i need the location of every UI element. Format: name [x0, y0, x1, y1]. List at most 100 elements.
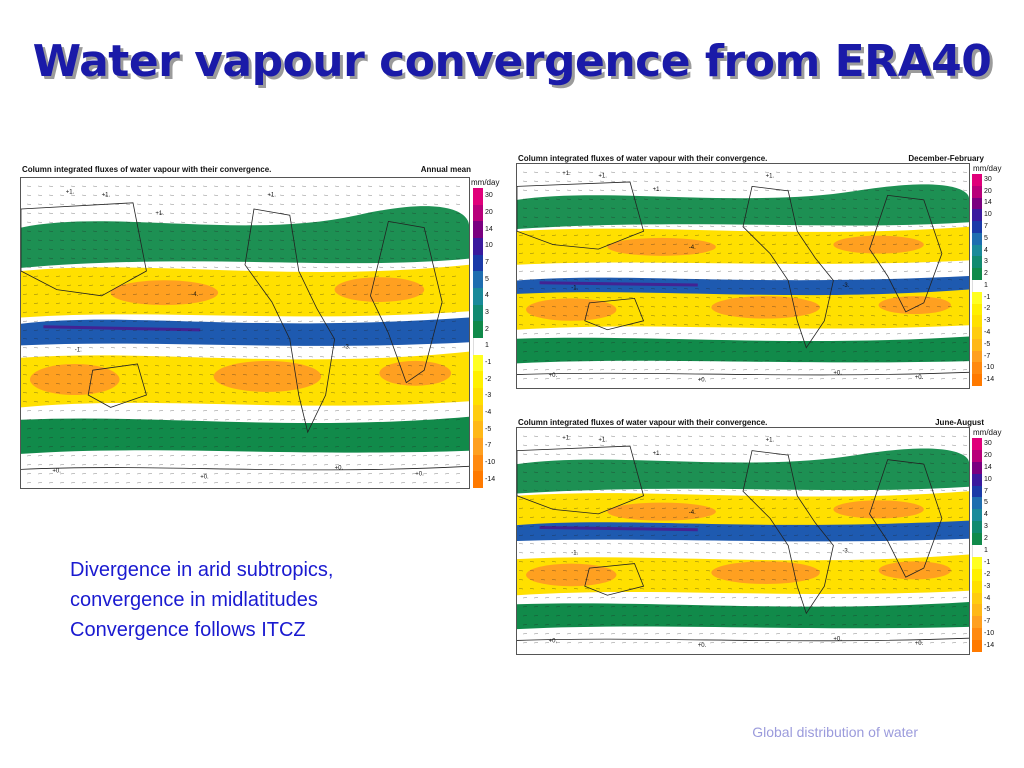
colorbar-swatch — [473, 388, 483, 406]
convergence-map-graphic: +1. +1. +1. +1. +0. +0. +0. -4. -3. -1. +0. — [21, 178, 469, 488]
colorbar-unit: mm/day — [973, 428, 1002, 437]
colorbar-swatch — [473, 421, 483, 439]
contour-label: +0. — [415, 472, 424, 478]
colorbar-tick-label: 30 — [485, 192, 493, 200]
colorbar-swatch — [972, 374, 982, 387]
colorbar-tick-label: -7 — [984, 352, 991, 360]
colorbar-tick-label: 1 — [984, 546, 988, 554]
contour-label: +1. — [598, 173, 607, 179]
colorbar-tick-label: 2 — [485, 325, 489, 333]
colorbar-tick-label: -2 — [984, 305, 991, 313]
contour-label: -4. — [689, 245, 696, 251]
colorbar-tick-label: -4 — [984, 329, 991, 336]
contour-label: +0. — [915, 375, 924, 381]
contour-label: -3. — [842, 548, 849, 554]
colorbar-swatch — [473, 354, 483, 372]
contour-label: +0. — [549, 373, 558, 379]
colorbar-tick-label: 3 — [984, 523, 988, 531]
colorbar-tick-label: 30 — [984, 439, 992, 447]
colorbar-swatch — [972, 485, 982, 498]
colorbar-swatch — [473, 471, 483, 489]
colorbar-swatch — [972, 174, 982, 187]
colorbar-swatch — [972, 640, 982, 653]
colorbar-swatch — [972, 473, 982, 487]
contour-label: +1. — [66, 190, 75, 196]
map-panel-december-february: Column integrated fluxes of water vapour… — [514, 150, 1008, 390]
colorbar-swatch — [972, 197, 982, 210]
contour-label: +0. — [915, 641, 924, 647]
colorbar-tick-label: 4 — [984, 511, 988, 519]
colorbar-tick-label: 10 — [984, 475, 992, 483]
colorbar-tick-label: -3 — [485, 392, 492, 400]
world-map: +1. +1. +1. +1. +0. +0. +0. -4. -3. -1. +0. — [516, 163, 970, 389]
colorbar-tick-label: -1 — [984, 558, 991, 566]
colorbar-swatch — [972, 268, 982, 281]
colorbar-tick-label: -2 — [984, 570, 991, 578]
colorbar-tick-label: 7 — [984, 223, 988, 230]
colorbar-swatch — [972, 449, 982, 463]
colorbar-swatch — [972, 244, 982, 257]
colorbar-tick-label: -14 — [485, 475, 496, 483]
colorbar-swatch — [972, 280, 983, 293]
colorbar-swatch — [972, 315, 982, 328]
contour-label: -1. — [571, 551, 578, 557]
colorbar-swatch — [972, 616, 982, 629]
colorbar-tick-label: 5 — [485, 275, 489, 283]
colorbar-swatch — [972, 545, 983, 558]
colorbar: 30 20 14 10 7 5 4 3 2 1 -1 -2 -3 -4 -5 -7 -10 -14 — [972, 438, 995, 653]
colorbar-tick-label: 5 — [984, 499, 988, 507]
colorbar-tick-label: -5 — [485, 425, 492, 433]
colorbar-tick-label: -2 — [485, 375, 492, 383]
colorbar-tick-label: 7 — [984, 487, 988, 495]
colorbar-tick-label: 20 — [984, 187, 992, 195]
colorbar-tick-label: -4 — [984, 594, 991, 602]
colorbar-swatch — [972, 628, 982, 641]
contour-label: +0. — [335, 465, 344, 471]
colorbar-swatch — [972, 303, 982, 316]
colorbar-swatch — [972, 580, 982, 594]
colorbar-swatch — [972, 256, 982, 269]
colorbar-swatch — [972, 350, 982, 363]
convergence-map-graphic: +1. +1. +1. +1. +0. +0. +0. -4. -3. -1. +0. — [517, 428, 969, 654]
contour-label: -4. — [191, 292, 198, 298]
colorbar-swatch — [972, 209, 982, 222]
colorbar-swatch — [473, 404, 483, 422]
contour-label: -4. — [689, 510, 696, 516]
colorbar-tick-label: -3 — [984, 317, 991, 325]
world-map: +1. +1. +1. +1. +0. +0. +0. -4. -3. -1. +0. — [20, 177, 470, 489]
colorbar-tick-label: 20 — [984, 451, 992, 459]
colorbar-swatch — [972, 461, 982, 475]
colorbar-tick-label: 2 — [984, 270, 988, 278]
colorbar-tick-label: 5 — [984, 234, 988, 242]
convergence-map-graphic: +1. +1. +1. +1. +0. +0. +0. -4. -3. -1. +0. — [517, 164, 969, 388]
panel-season-label: December-February — [908, 154, 984, 163]
contour-label: +1. — [102, 193, 111, 199]
contour-label: +1. — [598, 438, 607, 444]
colorbar-unit: mm/day — [973, 164, 1002, 173]
panel-heading: Column integrated fluxes of water vapour… — [518, 154, 768, 163]
contour-label: +0. — [698, 377, 707, 383]
colorbar-tick-label: -14 — [984, 642, 995, 650]
colorbar-tick-label: 4 — [485, 292, 489, 300]
colorbar-swatch — [473, 271, 483, 289]
contour-label: +0. — [833, 636, 842, 642]
contour-label: +1. — [562, 171, 571, 177]
colorbar-tick-label: -5 — [984, 340, 991, 348]
colorbar-swatch — [972, 232, 982, 246]
slide-title: Water vapour convergence from ERA40 — [32, 36, 992, 87]
colorbar-swatch — [972, 291, 982, 305]
contour-label: +0. — [833, 371, 842, 377]
colorbar-tick-label: 1 — [984, 281, 988, 289]
colorbar-swatch — [473, 438, 483, 456]
colorbar: 30 20 14 10 7 5 4 3 2 1 -1 -2 -3 -4 -5 -7 -10 -14 — [473, 188, 496, 489]
colorbar-tick-label: 14 — [984, 199, 992, 207]
colorbar-tick-label: 20 — [485, 209, 493, 216]
colorbar-tick-label: 14 — [485, 225, 493, 233]
colorbar-tick-label: 7 — [485, 259, 489, 266]
colorbar-tick-label: 1 — [485, 342, 489, 350]
colorbar-swatch — [473, 238, 483, 256]
map-panel-annual-mean: Column integrated fluxes of water vapour… — [18, 160, 499, 490]
colorbar-swatch — [972, 327, 982, 340]
colorbar-swatch — [972, 521, 982, 534]
contour-label: +0. — [52, 469, 61, 475]
